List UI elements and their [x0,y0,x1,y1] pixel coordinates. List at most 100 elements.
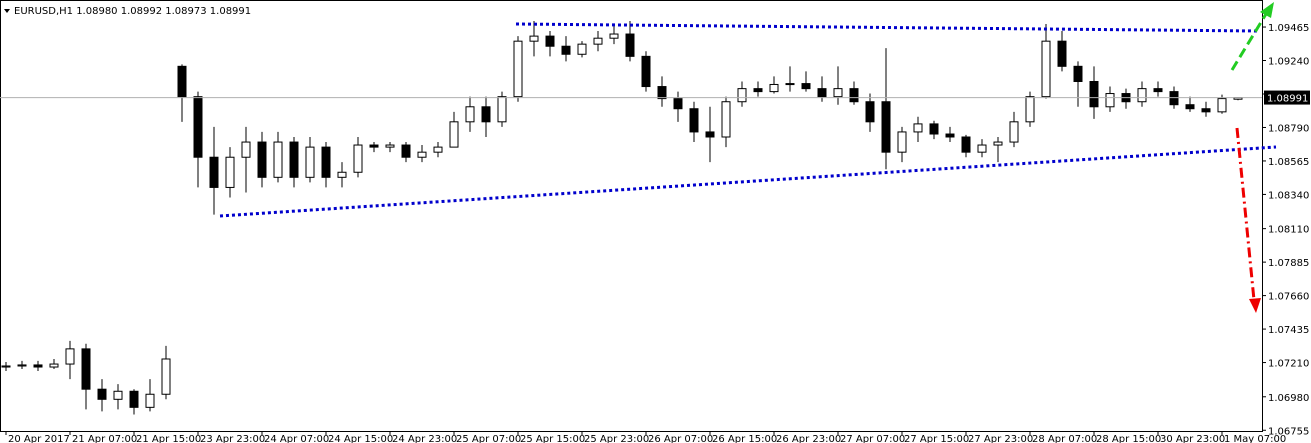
arrow-down [1235,127,1256,301]
candle-body [641,55,651,88]
candle-body [241,141,251,158]
x-tick-label: 27 Apr 07:00 [840,434,905,443]
candle-body [753,88,763,93]
candle-body [401,144,411,158]
marks [0,20,1262,415]
candle-body [545,35,555,47]
candle-body [993,141,1003,146]
y-tick-label: 1.08565 [1268,157,1309,168]
candle-body [321,146,331,178]
candle-body [881,101,891,153]
candle-body [561,45,571,55]
candle-body [497,96,507,123]
candle-body [1089,80,1099,108]
last-price-label: 1.08991 [1267,94,1308,105]
candle-body [161,358,171,395]
candle-body [1137,88,1147,103]
arrow-down-head [1249,298,1261,313]
candle-body [209,156,219,188]
candle-body [145,393,155,408]
y-tick-label: 1.08110 [1268,225,1309,236]
candle-body [1041,40,1051,98]
candle-body [1025,96,1035,123]
candle-body [785,83,795,86]
candle-body [833,88,843,98]
candle-body [817,88,827,98]
candle-body [593,37,603,45]
x-tick-label: 25 Apr 07:00 [456,434,521,443]
candle-body [737,88,747,103]
candle-body [721,101,731,138]
title-arrow [4,9,10,13]
y-tick-label: 1.09465 [1268,23,1309,34]
candle-body [689,108,699,133]
x-tick-label: 25 Apr 23:00 [584,434,649,443]
x-tick-label: 28 Apr 15:00 [1096,434,1161,443]
x-tick-label: 28 Apr 07:00 [1032,434,1097,443]
x-tick-label: 26 Apr 23:00 [776,434,841,443]
candle-body [17,364,27,367]
candle-body [49,363,59,368]
x-tick-label: 24 Apr 07:00 [264,434,329,443]
candle-body [273,141,283,178]
x-tick-label: 1 May 07:00 [1224,434,1286,443]
x-tick-label: 23 Apr 23:00 [200,434,265,443]
candle-body [865,101,875,123]
candle-body [353,144,363,173]
y-tick-label: 1.07210 [1268,359,1309,370]
arrow-up-head [1260,2,1274,18]
y-tick-label: 1.07885 [1268,258,1309,269]
candle-body [225,156,235,188]
candle-body [945,133,955,138]
candle-body [193,96,203,158]
candle-body [625,33,635,57]
x-tick-label: 24 Apr 23:00 [392,434,457,443]
candle-body [305,146,315,178]
candle-body [337,171,347,178]
trend-line [219,145,1277,218]
arrow-up [1230,13,1268,71]
candle-body [257,141,267,178]
last-price-box [1264,90,1310,105]
candle-body [897,131,907,153]
candle-body [481,106,491,123]
candle-body [1073,65,1083,82]
candle-body [65,348,75,365]
candle-body [961,136,971,153]
candle-body [289,141,299,178]
x-tick-label: 24 Apr 15:00 [328,434,393,443]
x-tick-label: 26 Apr 15:00 [712,434,777,443]
candle-body [385,144,395,148]
candle-body [177,65,187,98]
x-tick-label: 26 Apr 07:00 [648,434,713,443]
candle-body [1009,121,1019,143]
candle-body [849,88,859,103]
x-tick-label: 21 Apr 07:00 [72,434,137,443]
plot-frame [0,0,1263,432]
candle-body [81,348,91,390]
candle-body [1217,98,1227,113]
candle-body [113,390,123,400]
candle-body [577,43,587,55]
candle-body [1153,88,1163,93]
candle-body [769,83,779,93]
candle-body [913,123,923,133]
y-tick-label: 1.06980 [1268,393,1309,404]
candle-body [97,388,107,400]
x-tick-label: 27 Apr 15:00 [904,434,969,443]
candle-body [673,98,683,110]
candle-body [1,365,11,368]
x-tick-label: 20 Apr 2017 [8,434,70,443]
x-tick-label: 30 Apr 23:00 [1160,434,1225,443]
x-tick-label: 25 Apr 15:00 [520,434,585,443]
candle-body [129,390,139,408]
candle-body [513,40,523,98]
candle-body [977,144,987,153]
candle-body [1201,108,1211,113]
candle-body [369,144,379,148]
candle-body [1057,40,1067,67]
candle-body [657,86,667,100]
candle-body [417,151,427,158]
x-tick-label: 21 Apr 15:00 [136,434,201,443]
